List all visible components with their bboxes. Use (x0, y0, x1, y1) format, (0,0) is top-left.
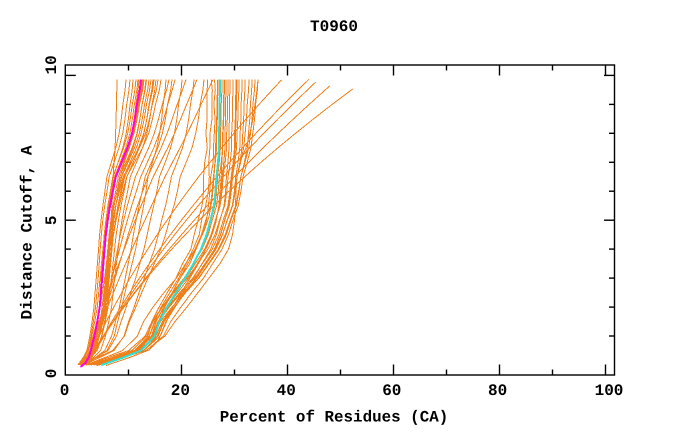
svg-text:T0960: T0960 (310, 18, 358, 36)
svg-text:10: 10 (43, 55, 61, 74)
svg-text:40: 40 (277, 382, 296, 400)
svg-text:0: 0 (60, 382, 70, 400)
svg-text:100: 100 (595, 382, 624, 400)
svg-text:80: 80 (488, 382, 507, 400)
svg-text:60: 60 (382, 382, 401, 400)
svg-text:Percent of Residues (CA): Percent of Residues (CA) (220, 408, 449, 426)
svg-text:0: 0 (43, 369, 61, 379)
svg-text:Distance Cutoff, A: Distance Cutoff, A (19, 145, 37, 319)
svg-text:5: 5 (43, 215, 61, 225)
svg-text:20: 20 (171, 382, 190, 400)
